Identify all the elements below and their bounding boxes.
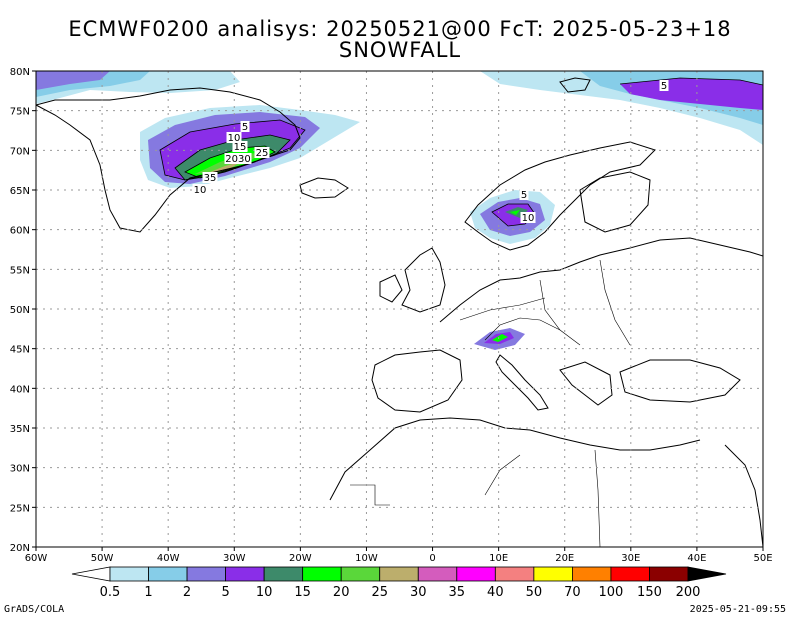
lat-label: 50N bbox=[10, 305, 30, 316]
contour-label: 25 bbox=[256, 148, 269, 159]
legend-level-label: 1 bbox=[144, 585, 152, 600]
legend-level-label: 5 bbox=[221, 585, 229, 600]
contour-label: 10 bbox=[228, 133, 241, 144]
contour-label-bg bbox=[192, 184, 208, 195]
lat-label: 65N bbox=[10, 186, 30, 197]
lat-label: 55N bbox=[10, 265, 30, 276]
longitude-labels: 60W 50W 40W 30W 20W 10W 0 10E 20E 30E 40E 50E bbox=[25, 547, 773, 564]
legend-swatch bbox=[379, 566, 419, 582]
legend-level-label: 15 bbox=[294, 585, 311, 600]
lon-label: 40W bbox=[157, 553, 180, 564]
contour-label-bg bbox=[226, 132, 242, 143]
lon-label: 40E bbox=[687, 553, 706, 564]
lat-label: 45N bbox=[10, 345, 30, 356]
lon-label: 10W bbox=[355, 553, 378, 564]
legend-swatch bbox=[263, 566, 304, 582]
legend-swatch bbox=[148, 566, 188, 582]
map-subtitle: SNOWFALL bbox=[338, 38, 462, 62]
software-credit: GrADS/COLA bbox=[4, 604, 65, 615]
legend-arrow-high bbox=[687, 566, 727, 582]
lon-label: 50W bbox=[91, 553, 114, 564]
lat-label: 20N bbox=[10, 543, 30, 554]
legend-swatch bbox=[456, 566, 496, 582]
colorbar-legend: 0.5 1 2 5 10 15 20 25 30 35 40 50 70 100 150 200 bbox=[71, 566, 727, 600]
contour-label-bg bbox=[232, 141, 248, 152]
contour-label-bg bbox=[520, 212, 536, 223]
lon-label: 30E bbox=[621, 553, 640, 564]
legend-swatch bbox=[572, 566, 612, 582]
legend-swatch bbox=[417, 566, 458, 582]
legend-level-label: 200 bbox=[676, 585, 701, 600]
lat-lon-grid bbox=[36, 71, 763, 547]
legend-level-label: 70 bbox=[564, 585, 581, 600]
legend-level-label: 100 bbox=[599, 585, 624, 600]
contour-label: 5 bbox=[242, 122, 248, 133]
lat-label: 70N bbox=[10, 146, 30, 157]
lat-label: 35N bbox=[10, 424, 30, 435]
lon-label: 0 bbox=[429, 553, 435, 564]
lat-label: 25N bbox=[10, 503, 30, 514]
contour-label: 35 bbox=[204, 173, 217, 184]
lon-label: 30W bbox=[223, 553, 246, 564]
legend-swatch bbox=[649, 566, 689, 582]
lat-label: 60N bbox=[10, 226, 30, 237]
lon-label: 20W bbox=[289, 553, 312, 564]
contour-label-bg bbox=[659, 80, 669, 91]
contour-label: 2030 bbox=[225, 154, 250, 165]
contour-label: 10 bbox=[194, 185, 207, 196]
legend-swatch bbox=[533, 566, 573, 582]
timestamp: 2025-05-21-09:55 bbox=[689, 604, 786, 615]
lon-label: 10E bbox=[489, 553, 508, 564]
legend-level-label: 0.5 bbox=[100, 585, 121, 600]
contour-label-bg bbox=[254, 147, 270, 158]
borders bbox=[350, 259, 631, 547]
contour-label-bg bbox=[240, 121, 250, 132]
contour-label: 15 bbox=[234, 142, 247, 153]
snowfall-shading bbox=[36, 71, 763, 350]
map-title: ECMWF0200 analisys: 20250521@00 FcT: 202… bbox=[68, 17, 732, 41]
legend-level-label: 35 bbox=[449, 585, 466, 600]
lon-label: 20E bbox=[555, 553, 574, 564]
legend-swatch bbox=[109, 566, 149, 582]
legend-swatch bbox=[494, 566, 535, 582]
legend-level-label: 2 bbox=[183, 585, 191, 600]
lat-label: 40N bbox=[10, 384, 30, 395]
legend-swatch bbox=[610, 566, 650, 582]
contour-label: 5 bbox=[521, 190, 527, 201]
legend-swatch bbox=[340, 566, 381, 582]
legend-level-label: 150 bbox=[637, 585, 662, 600]
lon-label: 60W bbox=[25, 553, 48, 564]
lon-label: 50E bbox=[753, 553, 772, 564]
legend-level-label: 25 bbox=[371, 585, 388, 600]
legend-level-label: 20 bbox=[333, 585, 350, 600]
latitude-labels: 80N 75N 70N 65N 60N 55N 50N 45N 40N 35N 30N 25N 20N bbox=[10, 67, 36, 554]
contour-label: 10 bbox=[522, 213, 535, 224]
contour-label: 5 bbox=[661, 81, 667, 92]
legend-swatch bbox=[302, 566, 342, 582]
lat-label: 30N bbox=[10, 464, 30, 475]
contour-label-bg bbox=[202, 172, 218, 183]
legend-level-label: 30 bbox=[410, 585, 427, 600]
legend-level-label: 10 bbox=[256, 585, 273, 600]
lat-label: 80N bbox=[10, 67, 30, 78]
legend-level-label: 40 bbox=[487, 585, 504, 600]
legend-arrow-low bbox=[71, 566, 111, 582]
legend-swatch bbox=[186, 566, 226, 582]
legend-level-label: 50 bbox=[526, 585, 543, 600]
contour-label-bg bbox=[519, 189, 529, 200]
lat-label: 75N bbox=[10, 107, 30, 118]
contour-label-bg bbox=[224, 153, 252, 164]
legend-swatch bbox=[225, 566, 265, 582]
